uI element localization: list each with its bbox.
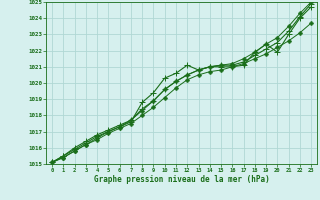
- X-axis label: Graphe pression niveau de la mer (hPa): Graphe pression niveau de la mer (hPa): [94, 175, 269, 184]
